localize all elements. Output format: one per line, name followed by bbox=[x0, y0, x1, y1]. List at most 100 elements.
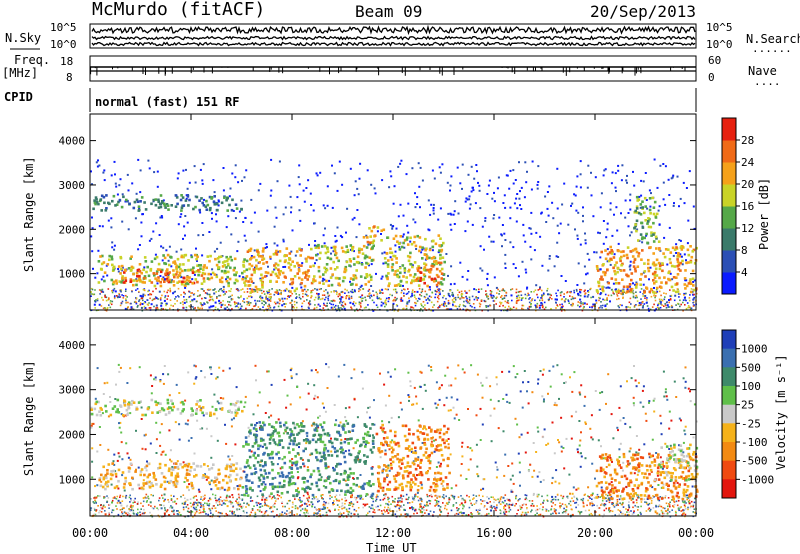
echo-cell bbox=[462, 308, 465, 311]
echo-cell bbox=[115, 185, 118, 188]
echo-cell bbox=[155, 307, 157, 309]
echo-cell bbox=[240, 296, 242, 298]
echo-cell bbox=[364, 443, 367, 446]
echo-cell bbox=[199, 307, 201, 310]
echo-cell bbox=[529, 463, 532, 466]
echo-cell bbox=[274, 443, 277, 446]
echo-cell bbox=[570, 298, 573, 301]
echo-cell bbox=[633, 365, 635, 367]
echo-cell bbox=[326, 204, 329, 207]
echo-cell bbox=[293, 496, 296, 499]
echo-cell bbox=[430, 301, 433, 304]
echo-cell bbox=[148, 302, 150, 304]
echo-cell bbox=[249, 497, 252, 499]
echo-cell bbox=[277, 305, 280, 308]
echo-cell bbox=[511, 474, 514, 477]
echo-cell bbox=[113, 463, 116, 466]
echo-cell bbox=[250, 450, 253, 453]
echo-cell bbox=[204, 205, 208, 208]
echo-cell bbox=[632, 501, 635, 504]
echo-cell bbox=[524, 494, 527, 496]
echo-cell bbox=[492, 217, 495, 220]
echo-cell bbox=[276, 508, 278, 511]
echo-cell bbox=[471, 306, 473, 308]
echo-cell bbox=[385, 252, 389, 255]
echo-cell bbox=[261, 250, 265, 253]
echo-cell bbox=[400, 298, 402, 301]
echo-cell bbox=[410, 295, 412, 298]
echo-cell bbox=[225, 291, 228, 293]
echo-cell bbox=[213, 195, 216, 198]
echo-cell bbox=[417, 456, 420, 459]
echo-cell bbox=[197, 269, 200, 272]
echo-cell bbox=[618, 448, 621, 451]
echo-cell bbox=[618, 456, 621, 459]
echo-cell bbox=[358, 251, 361, 254]
echo-cell bbox=[350, 494, 352, 497]
echo-cell bbox=[200, 505, 203, 507]
echo-cell bbox=[444, 504, 447, 507]
echo-cell bbox=[510, 489, 513, 492]
echo-cell bbox=[450, 487, 453, 490]
echo-cell bbox=[684, 296, 686, 299]
echo-cell bbox=[502, 288, 504, 290]
echo-cell bbox=[293, 275, 297, 278]
echo-cell bbox=[665, 292, 667, 295]
echo-cell bbox=[341, 308, 343, 310]
echo-cell bbox=[687, 387, 690, 390]
echo-cell bbox=[246, 301, 248, 303]
echo-cell bbox=[407, 259, 411, 263]
echo-cell bbox=[115, 505, 117, 507]
echo-cell bbox=[445, 297, 447, 300]
colorbar-segment bbox=[722, 272, 736, 295]
echo-cell bbox=[583, 404, 586, 407]
echo-cell bbox=[423, 383, 426, 386]
echo-cell bbox=[395, 227, 398, 230]
colorbar-segment bbox=[722, 206, 736, 229]
echo-cell bbox=[503, 290, 506, 292]
echo-cell bbox=[107, 415, 110, 418]
echo-cell bbox=[285, 287, 288, 290]
echo-cell bbox=[259, 278, 263, 282]
echo-cell bbox=[344, 502, 346, 505]
echo-cell bbox=[403, 294, 405, 297]
nave-label: Nave bbox=[748, 64, 777, 78]
echo-cell bbox=[129, 257, 132, 260]
echo-cell bbox=[680, 248, 684, 251]
echo-cell bbox=[268, 299, 270, 302]
echo-cell bbox=[139, 514, 142, 516]
echo-cell bbox=[655, 212, 659, 216]
echo-cell bbox=[655, 452, 658, 454]
echo-cell bbox=[335, 308, 338, 311]
echo-cell bbox=[152, 230, 155, 233]
echo-cell bbox=[531, 298, 534, 300]
echo-cell bbox=[91, 288, 94, 291]
echo-cell bbox=[637, 252, 641, 255]
echo-cell bbox=[105, 194, 108, 197]
echo-cell bbox=[124, 495, 127, 498]
echo-cell bbox=[415, 395, 418, 398]
echo-cell bbox=[439, 237, 442, 240]
echo-cell bbox=[584, 293, 586, 295]
echo-cell bbox=[579, 290, 581, 293]
echo-cell bbox=[645, 232, 648, 236]
echo-cell bbox=[345, 260, 349, 264]
echo-cell bbox=[562, 305, 564, 308]
echo-cell bbox=[582, 307, 585, 310]
echo-cell bbox=[100, 262, 104, 266]
echo-cell bbox=[628, 301, 631, 304]
echo-cell bbox=[298, 247, 301, 251]
echo-cell bbox=[430, 440, 433, 443]
echo-cell bbox=[325, 268, 329, 272]
echo-cell bbox=[653, 287, 655, 289]
echo-cell bbox=[492, 240, 495, 243]
echo-cell bbox=[180, 248, 183, 251]
echo-cell bbox=[466, 198, 469, 201]
echo-cell bbox=[431, 169, 434, 172]
echo-cell bbox=[310, 290, 313, 292]
echo-cell bbox=[113, 160, 116, 163]
echo-cell bbox=[364, 503, 367, 506]
echo-cell bbox=[598, 408, 601, 411]
echo-cell bbox=[286, 298, 288, 300]
echo-cell bbox=[393, 185, 396, 188]
